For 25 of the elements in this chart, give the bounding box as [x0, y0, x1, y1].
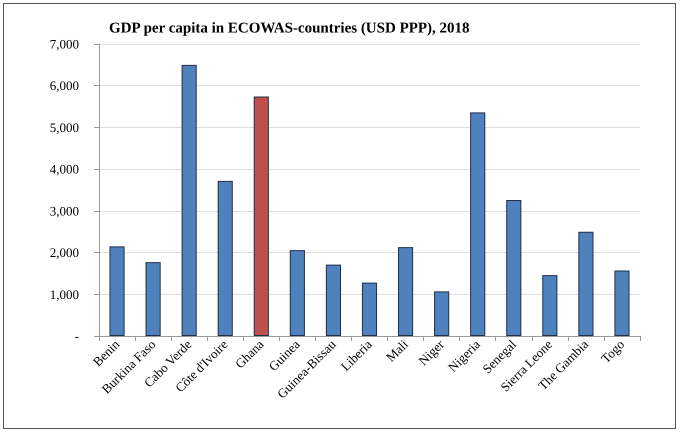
- bar: [218, 180, 233, 336]
- bar: [470, 112, 486, 336]
- y-tick-label: 3,000: [50, 203, 79, 218]
- y-tick-label: 6,000: [50, 78, 79, 94]
- x-tick-label: Togo: [598, 336, 628, 366]
- y-tick-label: 1,000: [50, 286, 79, 302]
- y-tick-label: 7,000: [50, 36, 79, 52]
- bar: [398, 247, 414, 336]
- bar: [290, 250, 305, 336]
- bar: [326, 264, 342, 336]
- bar: [182, 64, 197, 336]
- bar: [542, 275, 558, 336]
- bar: [578, 232, 594, 336]
- y-tick-label: 5,000: [50, 120, 79, 135]
- chart-title: GDP per capita in ECOWAS-countries (USD PPP), 2018: [109, 20, 470, 36]
- bar: [434, 291, 450, 336]
- bar: [146, 262, 161, 336]
- bar: [362, 282, 378, 336]
- bar: [506, 200, 522, 336]
- y-tick-label: 2,000: [50, 245, 79, 260]
- y-tick-label: -: [74, 328, 79, 344]
- bar: [614, 270, 630, 336]
- bar: [254, 96, 269, 336]
- bar: [109, 246, 125, 336]
- y-tick-label: 4,000: [50, 162, 79, 177]
